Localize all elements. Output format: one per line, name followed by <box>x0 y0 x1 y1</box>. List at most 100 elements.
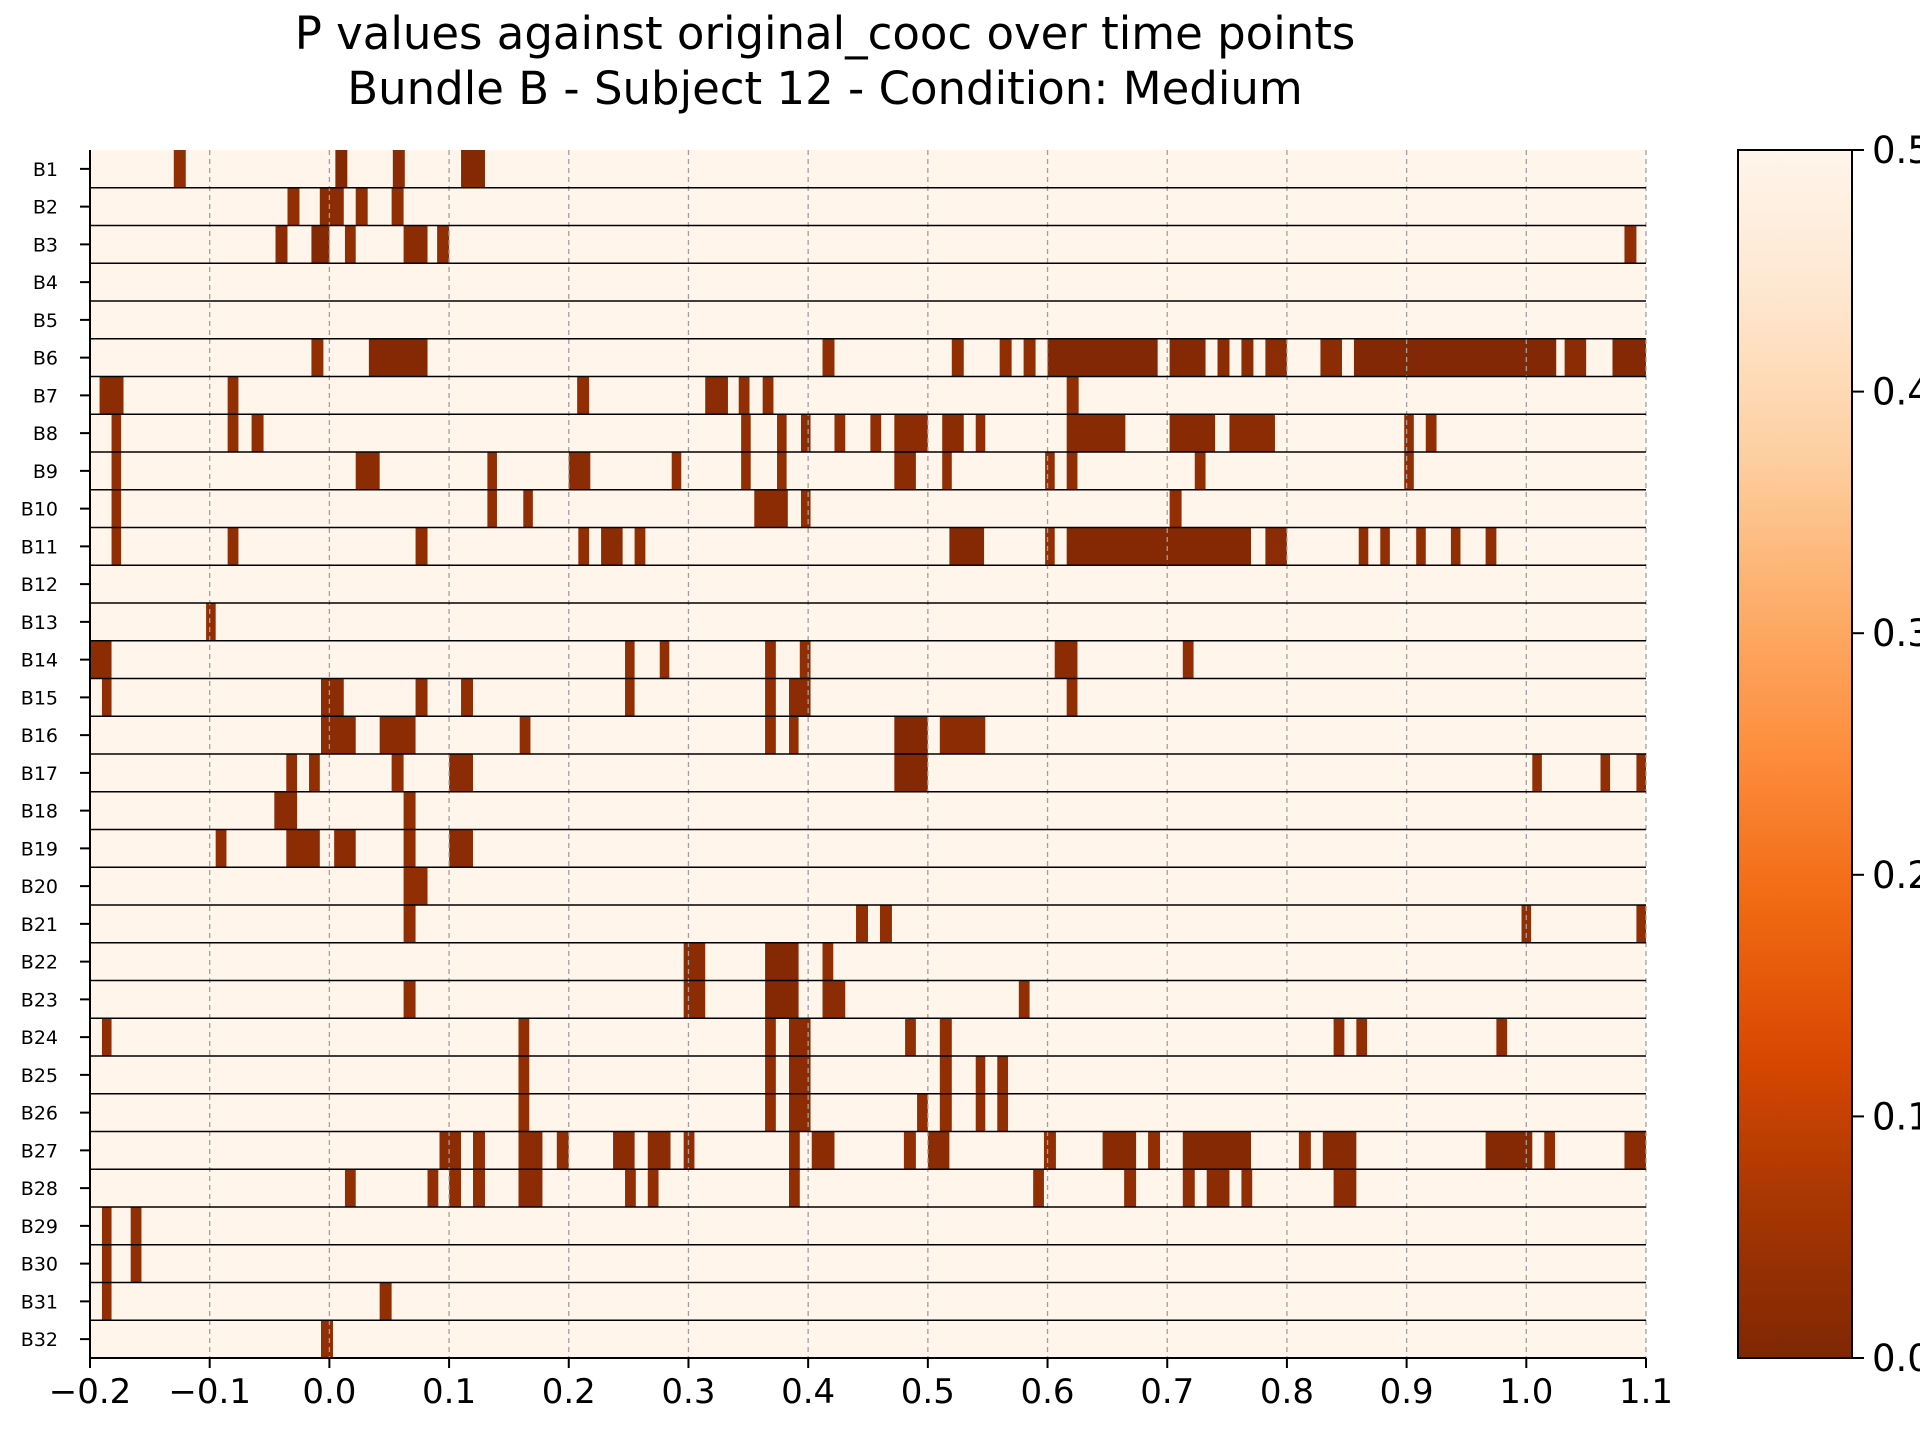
heatmap-cell <box>1624 225 1637 264</box>
heatmap-cell <box>765 980 799 1019</box>
x-tick-label: 0.6 <box>1020 1372 1074 1412</box>
heatmap-row <box>90 1131 1646 1170</box>
heatmap-cell <box>311 225 330 264</box>
y-tick-label: B3 <box>33 234 58 256</box>
heatmap-cell <box>111 414 122 452</box>
heatmap-cell <box>1045 452 1055 490</box>
heatmap-cell <box>1624 1131 1646 1170</box>
heatmap-cell <box>1358 527 1369 566</box>
heatmap-cell <box>1322 1131 1357 1170</box>
heatmap-cell <box>1054 640 1078 679</box>
x-tick-label: −0.1 <box>168 1372 251 1412</box>
heatmap-cell <box>1612 338 1646 377</box>
heatmap-cell <box>355 452 380 490</box>
y-tick-label: B31 <box>21 1291 58 1313</box>
heatmap-cell <box>215 829 227 868</box>
y-tick-label: B22 <box>21 952 58 974</box>
heatmap-cell <box>1356 1018 1368 1056</box>
heatmap-cell <box>1450 527 1461 566</box>
heatmap-cell <box>1182 1131 1252 1170</box>
x-tick-label: 0.9 <box>1380 1372 1434 1412</box>
heatmap-cell <box>309 754 320 792</box>
heatmap-cell <box>894 716 928 754</box>
heatmap-cell <box>1045 527 1055 566</box>
heatmap-cell <box>789 678 811 717</box>
heatmap-row <box>90 791 1646 830</box>
heatmap-row <box>90 1169 1646 1207</box>
heatmap-cell <box>1600 754 1611 792</box>
heatmap-cell <box>939 1093 952 1132</box>
heatmap-cell <box>335 150 348 188</box>
y-tick-label: B10 <box>21 499 58 521</box>
heatmap-cell <box>487 452 497 490</box>
heatmap-row <box>90 640 1646 679</box>
heatmap-cell <box>461 678 474 717</box>
heatmap-cell <box>1047 338 1158 377</box>
heatmap-cell <box>975 1093 986 1132</box>
heatmap-cell <box>1018 980 1030 1019</box>
heatmap-cell <box>765 678 776 717</box>
heatmap-cell <box>741 414 751 452</box>
heatmap-cell <box>403 225 428 264</box>
heatmap-cell <box>903 1131 916 1170</box>
y-tick-label: B5 <box>33 310 58 332</box>
heatmap-cell <box>101 1018 112 1056</box>
heatmap-row <box>90 678 1646 717</box>
y-tick-label: B6 <box>33 348 58 370</box>
heatmap-cell <box>789 716 799 754</box>
heatmap-cell <box>647 1169 659 1207</box>
x-tick-label: 0.0 <box>302 1372 356 1412</box>
y-tick-label: B17 <box>21 763 58 785</box>
heatmap-cell <box>1169 338 1206 377</box>
heatmap-cell <box>1206 1169 1230 1207</box>
heatmap-cell <box>111 489 122 528</box>
heatmap-cell <box>101 1244 112 1283</box>
heatmap-cell <box>765 1056 776 1094</box>
heatmap-cell <box>111 527 122 566</box>
heatmap-cell <box>274 791 298 830</box>
y-tick-label: B25 <box>21 1065 58 1087</box>
heatmap-row <box>90 1093 1646 1132</box>
heatmap-cell <box>1169 489 1182 528</box>
y-tick-label: B28 <box>21 1178 58 1200</box>
heatmap-cell <box>1564 338 1587 377</box>
colorbar-tick-label: 0.4 <box>1872 371 1920 414</box>
heatmap-cell <box>683 942 706 981</box>
heatmap-cell <box>368 338 428 377</box>
heatmap-cell <box>311 338 324 377</box>
heatmap-cell <box>822 338 835 377</box>
heatmap-cell <box>894 754 928 792</box>
heatmap-cell <box>319 187 344 226</box>
heatmap-row <box>90 829 1646 868</box>
heatmap-cell <box>568 452 591 490</box>
y-tick-label: B7 <box>33 385 58 407</box>
y-tick-label: B11 <box>21 536 58 558</box>
heatmap-cell <box>1298 1131 1311 1170</box>
heatmap-cell <box>415 527 428 566</box>
heatmap-row <box>90 867 1646 905</box>
heatmap-cell <box>415 678 428 717</box>
heatmap-cell <box>1169 414 1216 452</box>
heatmap-cell <box>894 452 916 490</box>
heatmap-cell <box>1496 1018 1508 1056</box>
heatmap-cell <box>227 527 239 566</box>
heatmap-cell <box>1066 527 1252 566</box>
y-tick-label: B24 <box>21 1027 58 1049</box>
heatmap-cell <box>1241 1169 1253 1207</box>
heatmap-row <box>90 263 1646 301</box>
heatmap-cell <box>647 1131 671 1170</box>
y-tick-label: B9 <box>33 461 58 483</box>
y-tick-label: B19 <box>21 838 58 860</box>
x-tick-label: 0.2 <box>542 1372 596 1412</box>
heatmap-cell <box>206 603 216 641</box>
heatmap-cell <box>800 414 811 452</box>
y-tick-label: B2 <box>33 197 58 219</box>
heatmap-cell <box>130 1207 142 1245</box>
heatmap-row <box>90 1207 1646 1245</box>
heatmap-row <box>90 980 1646 1019</box>
heatmap-cell <box>403 829 416 868</box>
heatmap-cell <box>439 1131 462 1170</box>
heatmap-cell <box>1320 338 1342 377</box>
heatmap-cell <box>634 527 646 566</box>
heatmap-row <box>90 1282 1646 1321</box>
